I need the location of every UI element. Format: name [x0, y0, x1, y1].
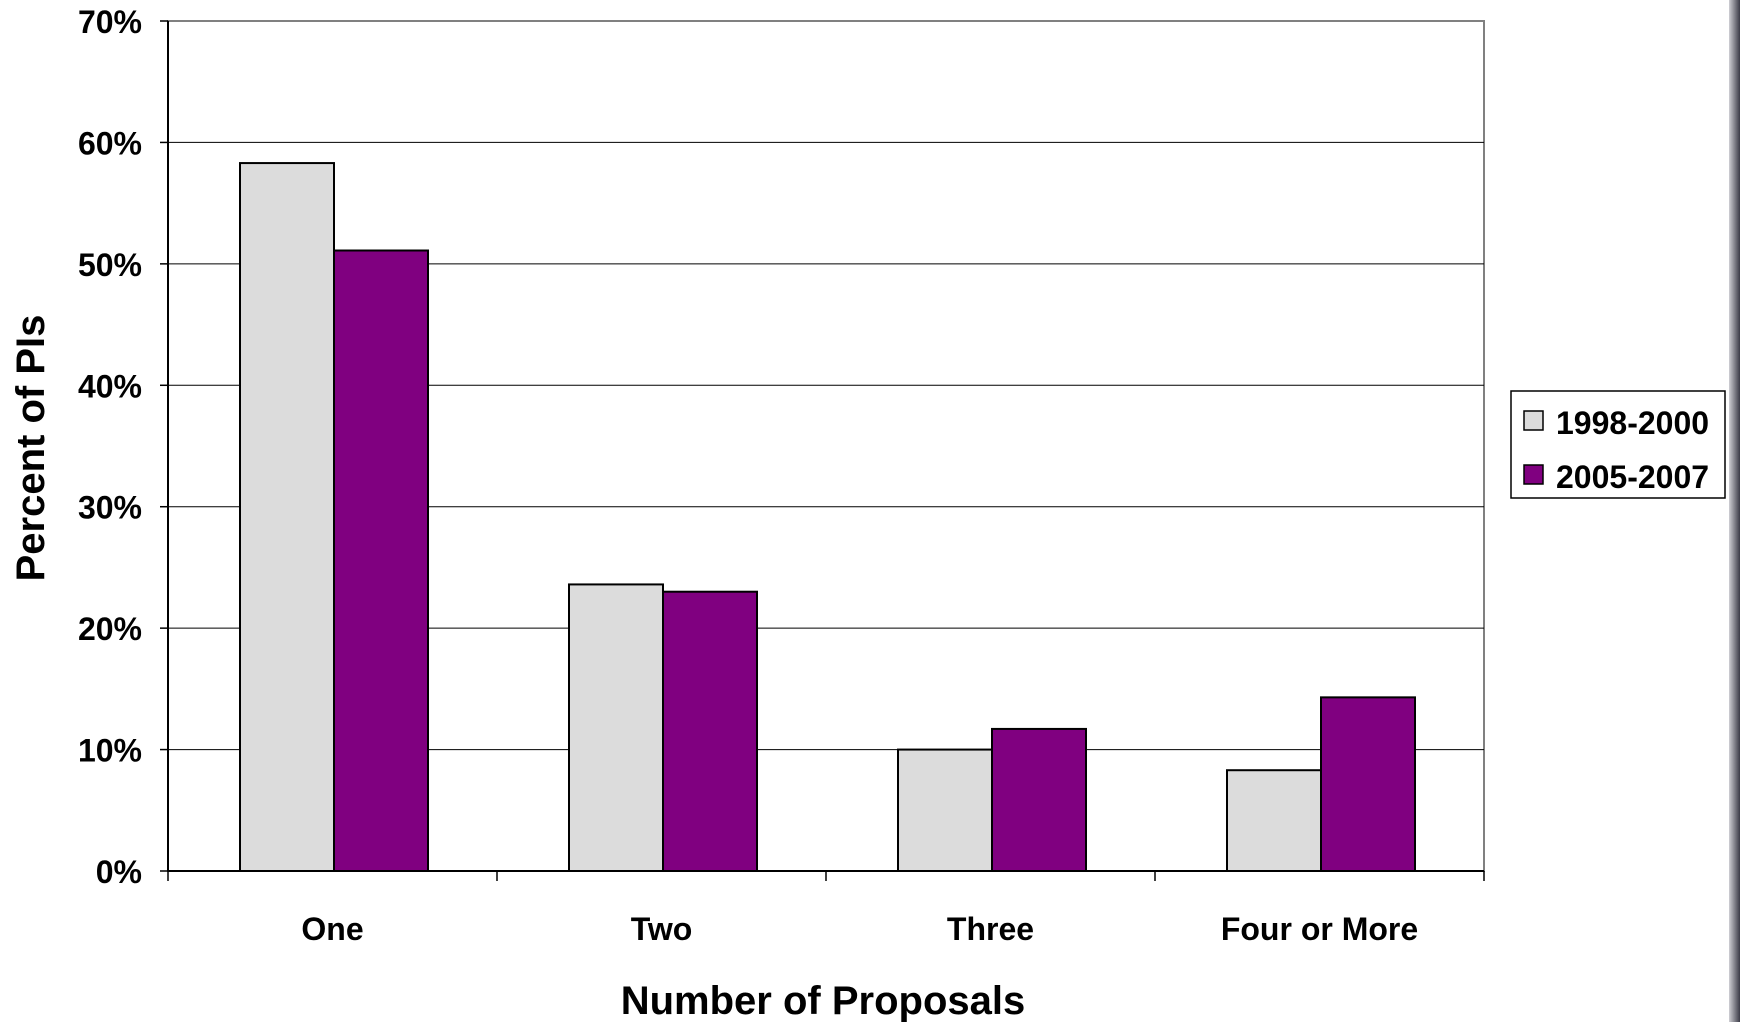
bar-1998-2000-four-or-more — [1226, 769, 1322, 873]
legend-swatch-2005-2007 — [1523, 464, 1544, 485]
y-tick-label: 0% — [96, 854, 142, 890]
x-tick-label: Three — [947, 911, 1034, 947]
bar-2005-2007-one — [333, 249, 429, 872]
x-tick-label: Two — [631, 911, 693, 947]
y-tick-labels: 0% 10% 20% 30% 40% 50% 60% 70% — [78, 4, 142, 890]
legend-swatch-1998-2000 — [1523, 410, 1544, 431]
x-axis-label: Number of Proposals — [621, 979, 1026, 1022]
window-edge — [1729, 0, 1740, 1022]
legend-label-1998-2000: 1998-2000 — [1556, 405, 1709, 441]
bar-1998-2000-three — [897, 748, 993, 872]
y-tick-label: 60% — [78, 125, 142, 161]
bar-2005-2007-three — [991, 727, 1087, 873]
legend-frame — [1510, 390, 1726, 499]
bars — [239, 162, 1416, 873]
y-tick-label: 40% — [78, 368, 142, 404]
bar-2005-2007-four-or-more — [1320, 696, 1416, 872]
y-tick-label: 70% — [78, 4, 142, 40]
y-tick-label: 20% — [78, 611, 142, 647]
legend: 1998-2000 2005-2007 — [1510, 390, 1726, 499]
y-tick-label: 30% — [78, 490, 142, 526]
x-tick-labels: One Two Three Four or More — [301, 911, 1418, 947]
axes — [160, 20, 1485, 881]
x-tick-label: One — [301, 911, 363, 947]
bar-1998-2000-two — [568, 583, 664, 873]
bar-1998-2000-one — [239, 162, 335, 873]
y-tick-label: 50% — [78, 247, 142, 283]
y-axis-label: Percent of PIs — [9, 315, 53, 582]
y-tick-label: 10% — [78, 733, 142, 769]
x-tick-label: Four or More — [1221, 911, 1418, 947]
bar-2005-2007-two — [662, 590, 758, 872]
legend-label-2005-2007: 2005-2007 — [1556, 459, 1709, 495]
